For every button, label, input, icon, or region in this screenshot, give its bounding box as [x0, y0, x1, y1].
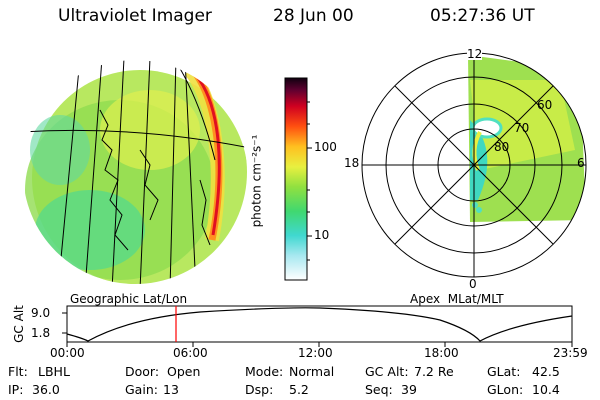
altitude-plot — [62, 305, 573, 347]
info-gcalt-label: GC Alt: — [365, 364, 409, 379]
altitude-curve — [66, 307, 573, 342]
instrument-title: Ultraviolet Imager — [58, 6, 212, 26]
geographic-caption: Geographic Lat/Lon — [70, 292, 188, 306]
altitude-xtick-1200: 12:00 — [298, 346, 333, 360]
info-gcalt-value: 7.2 Re — [414, 364, 454, 379]
info-flt-label: Flt: — [8, 364, 28, 379]
info-glat-value: 42.5 — [532, 364, 560, 379]
info-glat-label: GLat: — [487, 364, 521, 379]
colorbar-tick-10: 10 — [314, 228, 330, 242]
mlt-label-6: 6 — [577, 156, 585, 170]
altitude-ytick-9: 9.0 — [31, 306, 51, 320]
header-date: 28 Jun 00 — [273, 6, 354, 26]
mlt-label-12: 12 — [467, 47, 483, 61]
info-glon-label: GLon: — [487, 382, 524, 397]
info-door-label: Door: — [125, 364, 160, 379]
mlat-label-70: 70 — [514, 121, 530, 135]
info-dsp-label: Dsp: — [245, 382, 274, 397]
altitude-xtick-0600: 06:00 — [173, 346, 208, 360]
colorbar-unit-label: photon cm⁻²s⁻¹ — [249, 134, 264, 228]
info-seq-label: Seq: — [365, 382, 393, 397]
mlat-label-80: 80 — [494, 140, 510, 154]
geographic-image — [23, 60, 247, 284]
info-door-value: Open — [167, 364, 201, 379]
info-ip-label: IP: — [8, 382, 24, 397]
info-dsp-value: 5.2 — [289, 382, 309, 397]
info-ip-value: 36.0 — [32, 382, 60, 397]
mlt-label-0: 0 — [469, 277, 477, 291]
altitude-ytick-1-8: 1.8 — [31, 326, 51, 340]
polar-grid — [361, 52, 587, 278]
mlat-label-60: 60 — [537, 98, 553, 112]
colorbar — [284, 77, 308, 281]
info-mode-label: Mode: — [245, 364, 284, 379]
altitude-xtick-1800: 18:00 — [424, 346, 459, 360]
info-gain-value: 13 — [163, 382, 179, 397]
info-mode-value: Normal — [289, 364, 335, 379]
info-glon-value: 10.4 — [532, 382, 560, 397]
info-seq-value: 39 — [401, 382, 417, 397]
info-gain-label: Gain: — [125, 382, 158, 397]
altitude-xtick-0000: 00:00 — [50, 346, 85, 360]
altitude-ylabel: GC Alt — [12, 305, 26, 343]
altitude-xtick-2359: 23:59 — [553, 346, 588, 360]
colorbar-ticks — [307, 101, 312, 261]
mlt-label-18: 18 — [344, 156, 360, 170]
polar-caption: Apex MLat/MLT — [410, 292, 504, 306]
colorbar-tick-100: 100 — [314, 140, 337, 154]
header-time: 05:27:36 UT — [430, 6, 535, 26]
info-flt-value: LBHL — [38, 364, 70, 379]
